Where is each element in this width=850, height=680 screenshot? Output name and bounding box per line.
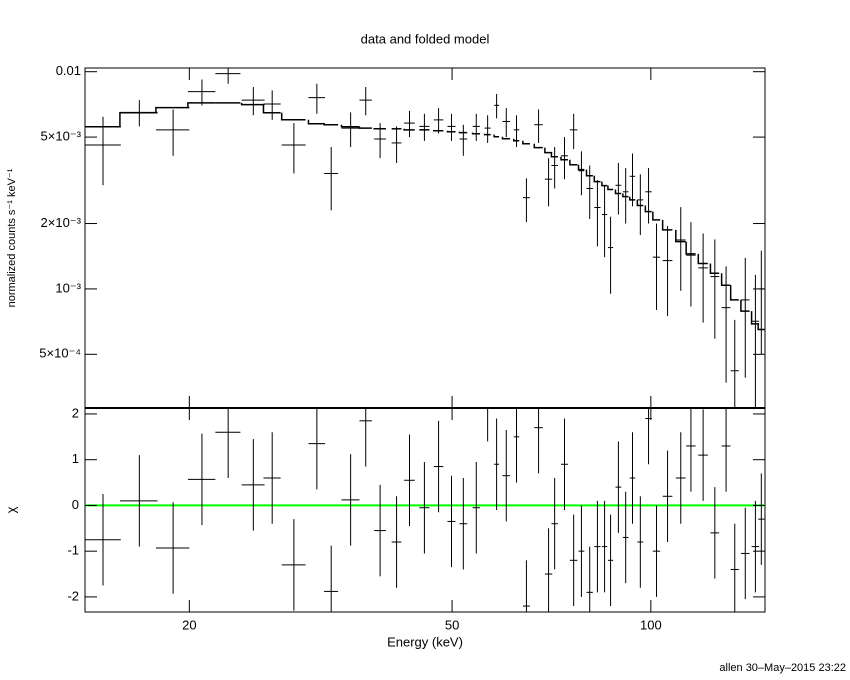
model-step: [675, 229, 686, 243]
model-step: [323, 123, 339, 126]
y-axis-label: χ: [3, 506, 18, 513]
model-step: [493, 134, 500, 138]
model-step: [585, 169, 593, 177]
top-panel: [85, 68, 765, 408]
y-tick-label: 0: [72, 497, 79, 512]
model-step: [522, 140, 530, 145]
footer: allen 30–May–2015 23:22: [719, 662, 846, 674]
y-tick-label: 5×10⁻⁴: [39, 346, 81, 361]
model-step: [483, 133, 491, 136]
y-tick-label: 2×10⁻³: [41, 215, 82, 230]
y-tick-label: 2: [72, 405, 79, 420]
model-step: [446, 130, 456, 133]
y-tick-label: 5×10⁻³: [41, 129, 82, 144]
model-step: [729, 285, 739, 301]
model-step: [307, 119, 326, 125]
model-step: [187, 102, 216, 108]
model-step: [577, 164, 585, 171]
model-step: [607, 185, 614, 191]
model-step: [432, 129, 444, 132]
model-step: [119, 112, 158, 127]
model-step: [544, 147, 553, 154]
model-step: [740, 299, 750, 312]
x-tick-label: 20: [182, 617, 196, 632]
model-step: [720, 273, 731, 286]
model-step: [340, 124, 360, 128]
y-tick-label: -1: [67, 543, 79, 558]
model-step: [373, 128, 386, 130]
model-step: [601, 181, 608, 187]
model-step: [636, 199, 644, 207]
model-step: [593, 175, 601, 183]
y-tick-label: 0.01: [56, 63, 81, 78]
x-tick-label: 100: [640, 617, 662, 632]
axes: 0.01 5×10⁻³ 2×10⁻³ 10⁻³ 5×10⁻⁴ -2 -1 0 1 2 20 50 100: [39, 63, 765, 632]
model-step: [155, 106, 190, 113]
frame: [84, 67, 766, 613]
y-tick-label: 10⁻³: [55, 280, 81, 295]
model-step: [757, 323, 765, 331]
y-tick-label: 1: [72, 451, 79, 466]
model-step: [471, 132, 480, 135]
model-step: [750, 311, 760, 325]
model-step: [358, 126, 372, 129]
model-step: [644, 205, 652, 213]
model-step: [628, 196, 636, 201]
model-step: [685, 241, 696, 255]
model-step: [569, 159, 578, 166]
chart-title: data and folded model: [361, 31, 490, 46]
model-step: [501, 136, 511, 140]
model-step: [513, 138, 520, 142]
model-step: [458, 131, 468, 134]
y-tick-label: -2: [67, 588, 79, 603]
model-step: [560, 156, 568, 161]
model-step: [661, 219, 673, 231]
x-tick-label: 50: [445, 617, 459, 632]
model-step: [533, 143, 543, 149]
model-step: [550, 152, 558, 158]
y-axis-label: normalized counts s⁻¹ keV⁻¹: [6, 168, 18, 307]
model-step: [614, 189, 622, 195]
model-step: [697, 253, 708, 265]
model-step: [403, 128, 415, 131]
model-step: [709, 263, 720, 275]
model-step: [652, 211, 661, 221]
model-step: [262, 104, 281, 114]
bottom-panel: [85, 408, 765, 612]
model-step: [622, 193, 629, 198]
x-axis-label: Energy (keV): [387, 634, 463, 649]
model-step: [240, 102, 265, 106]
model-step: [280, 112, 306, 121]
